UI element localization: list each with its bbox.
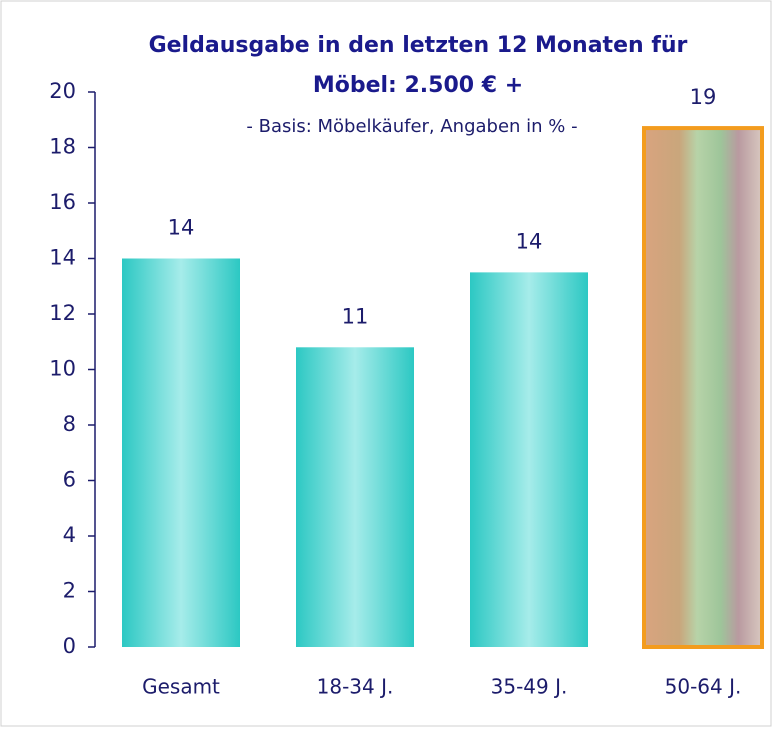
y-tick-label: 0 [63,634,76,658]
chart-title: Geldausgabe in den letzten 12 Monaten fü… [149,33,688,58]
y-tick-label: 20 [49,79,76,103]
value-label: 11 [342,304,369,328]
x-tick-label: 18-34 J. [317,675,394,699]
y-tick-label: 6 [63,468,76,492]
value-label: 19 [690,85,717,109]
bar [644,128,762,647]
y-tick-label: 10 [49,357,76,381]
y-tick-label: 16 [49,190,76,214]
bar [296,347,414,647]
y-tick-label: 8 [63,412,76,436]
y-tick-label: 14 [49,246,76,270]
x-tick-label: 35-49 J. [491,675,568,699]
y-tick-label: 18 [49,135,76,159]
bar [122,259,240,648]
x-tick-label: Gesamt [142,675,220,699]
y-tick-label: 12 [49,301,76,325]
y-tick-label: 4 [63,523,76,547]
chart-subtitle: - Basis: Möbelkäufer, Angaben in % - [246,116,577,137]
bar [470,272,588,647]
chart-title: Möbel: 2.500 € + [313,73,523,98]
value-label: 14 [168,216,195,240]
x-tick-label: 50-64 J. [665,675,742,699]
y-tick-label: 2 [63,579,76,603]
value-label: 14 [516,229,543,253]
chart: Geldausgabe in den letzten 12 Monaten fü… [0,0,774,729]
